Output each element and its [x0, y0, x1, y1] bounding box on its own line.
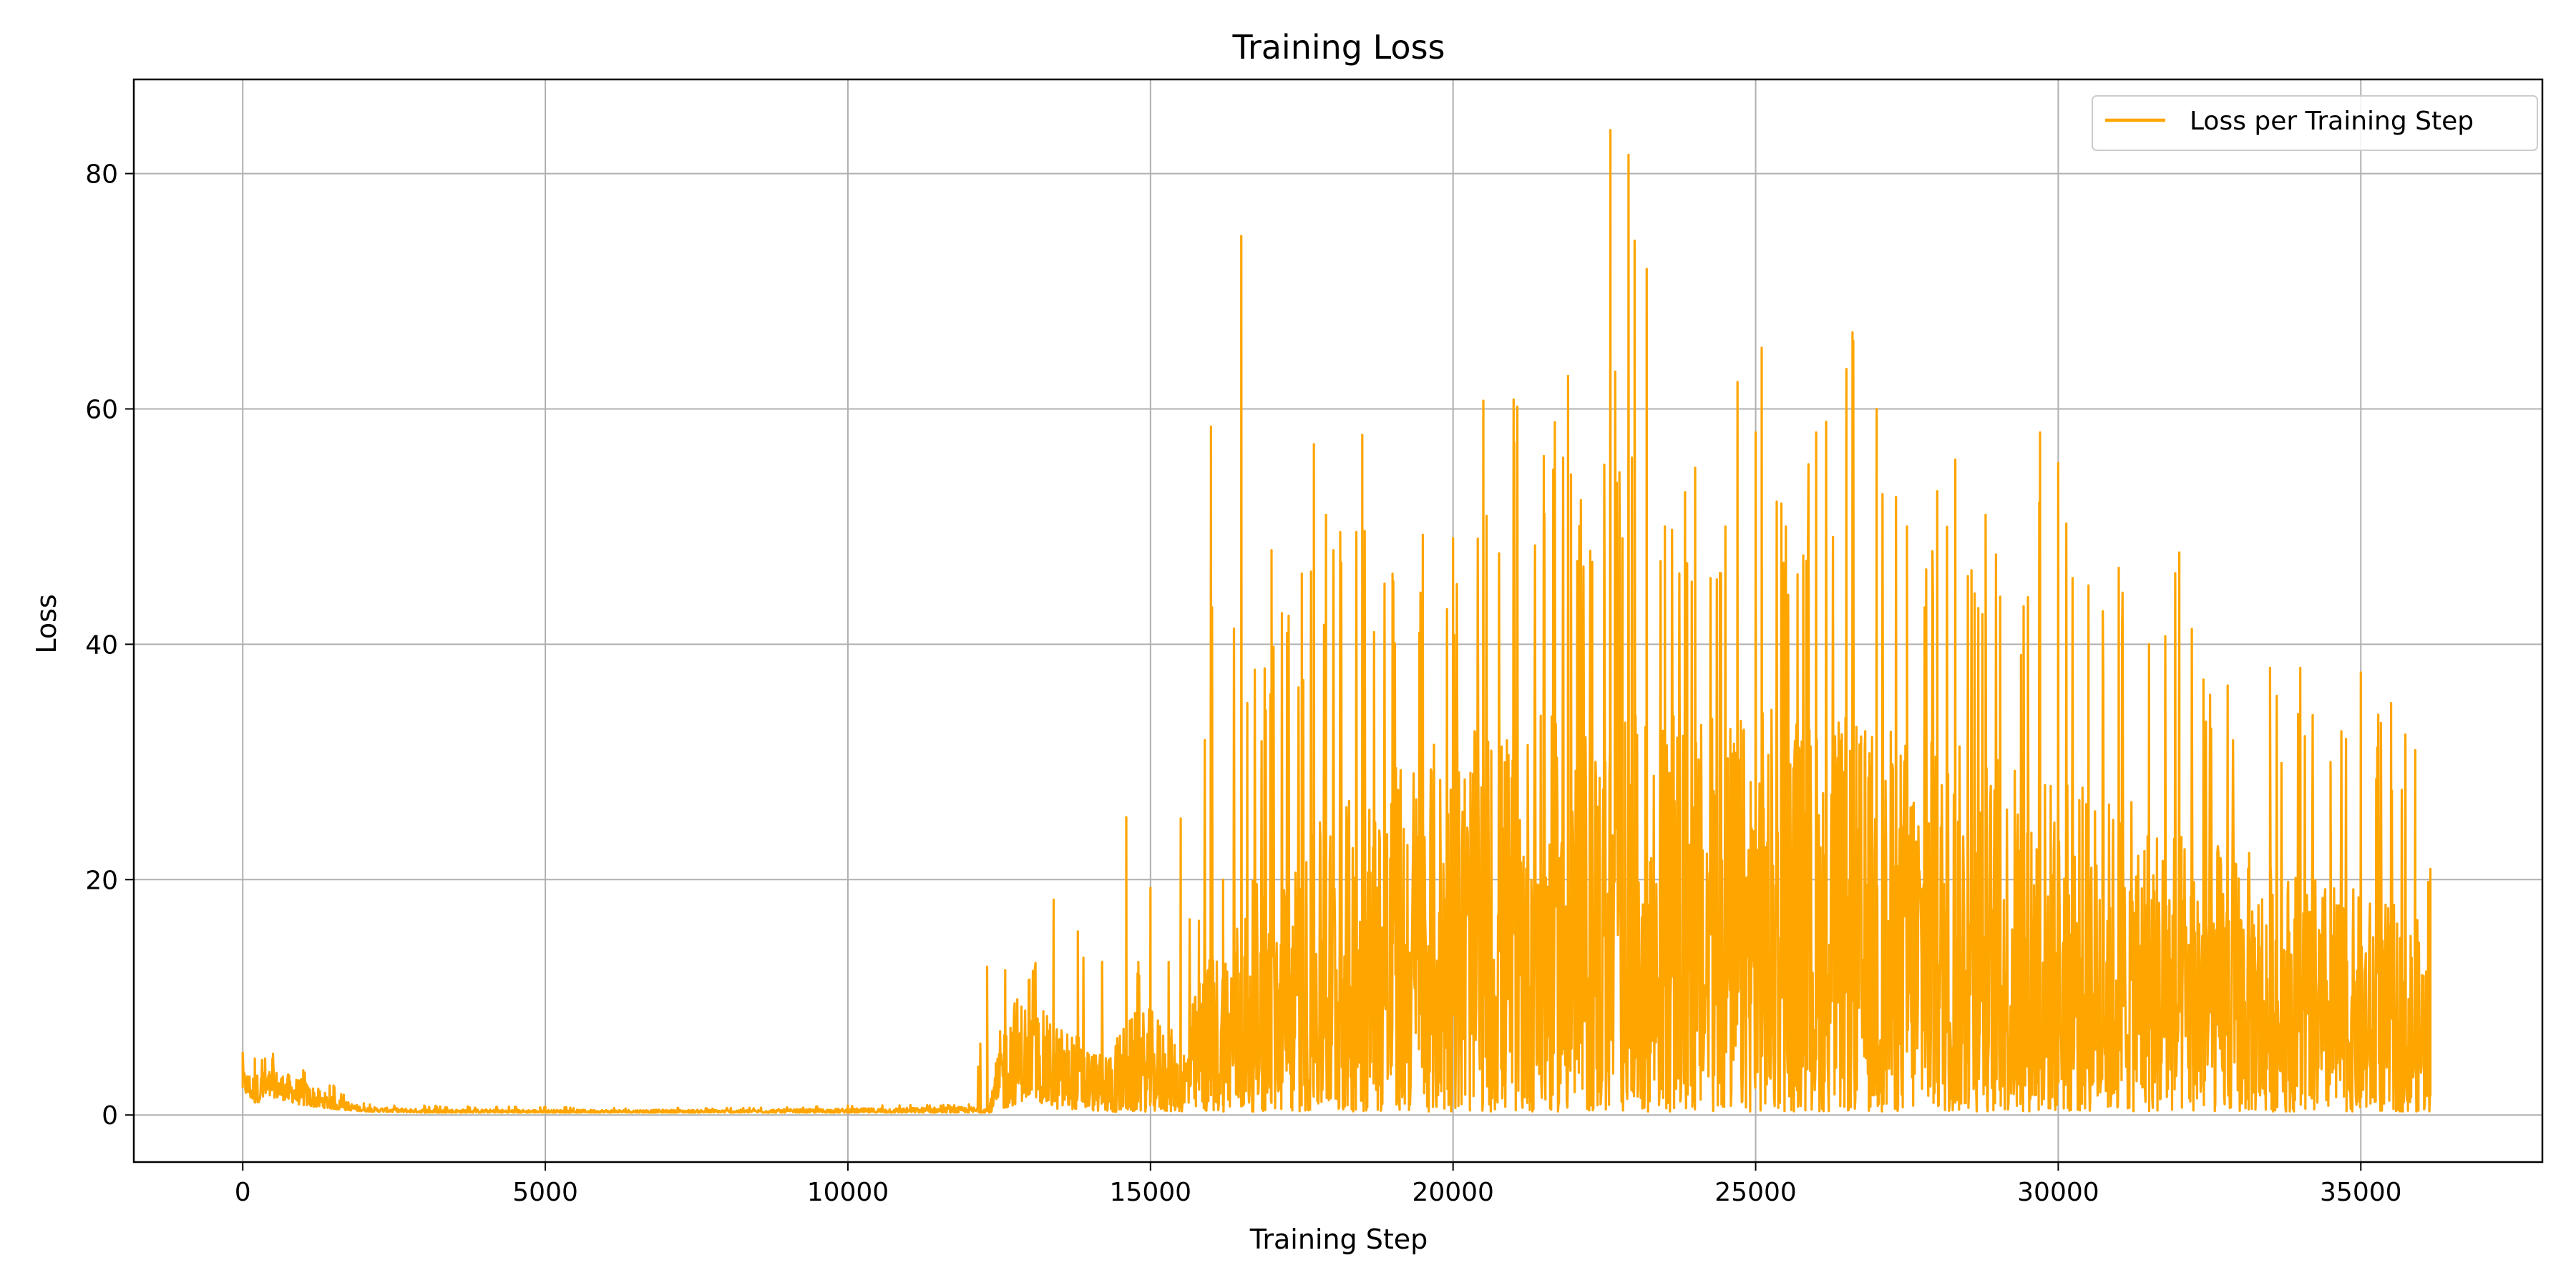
- x-tick-label: 5000: [512, 1178, 578, 1207]
- x-tick-label: 35000: [2320, 1178, 2402, 1207]
- legend-entry-label: Loss per Training Step: [2190, 107, 2474, 136]
- y-tick-label: 40: [85, 630, 118, 660]
- grid-lines: [134, 79, 2542, 1162]
- x-axis: 0 5000 10000 15000 20000 25000 30000 35000: [235, 1162, 2402, 1207]
- x-tick-label: 30000: [2017, 1178, 2099, 1207]
- y-axis: 0 20 40 60 80: [85, 160, 134, 1131]
- legend-box: [2092, 95, 2538, 151]
- chart-title: Training Loss: [1231, 28, 1445, 67]
- legend: Loss per Training Step: [2092, 95, 2538, 151]
- y-axis-label: Loss: [31, 594, 62, 653]
- y-tick-label: 0: [102, 1101, 118, 1131]
- series-loss-per-training-step: [241, 129, 2432, 1114]
- x-axis-label: Training Step: [1249, 1224, 1428, 1255]
- x-tick-label: 20000: [1412, 1178, 1494, 1207]
- x-tick-label: 15000: [1110, 1178, 1192, 1207]
- x-tick-label: 25000: [1714, 1178, 1797, 1207]
- y-tick-label: 80: [85, 160, 118, 190]
- series-line-loss: [241, 129, 2432, 1114]
- x-tick-label: 10000: [807, 1178, 889, 1207]
- y-tick-label: 20: [85, 866, 118, 895]
- y-tick-label: 60: [85, 395, 118, 424]
- x-tick-label: 0: [235, 1178, 251, 1207]
- plot-frame: [132, 78, 2544, 1163]
